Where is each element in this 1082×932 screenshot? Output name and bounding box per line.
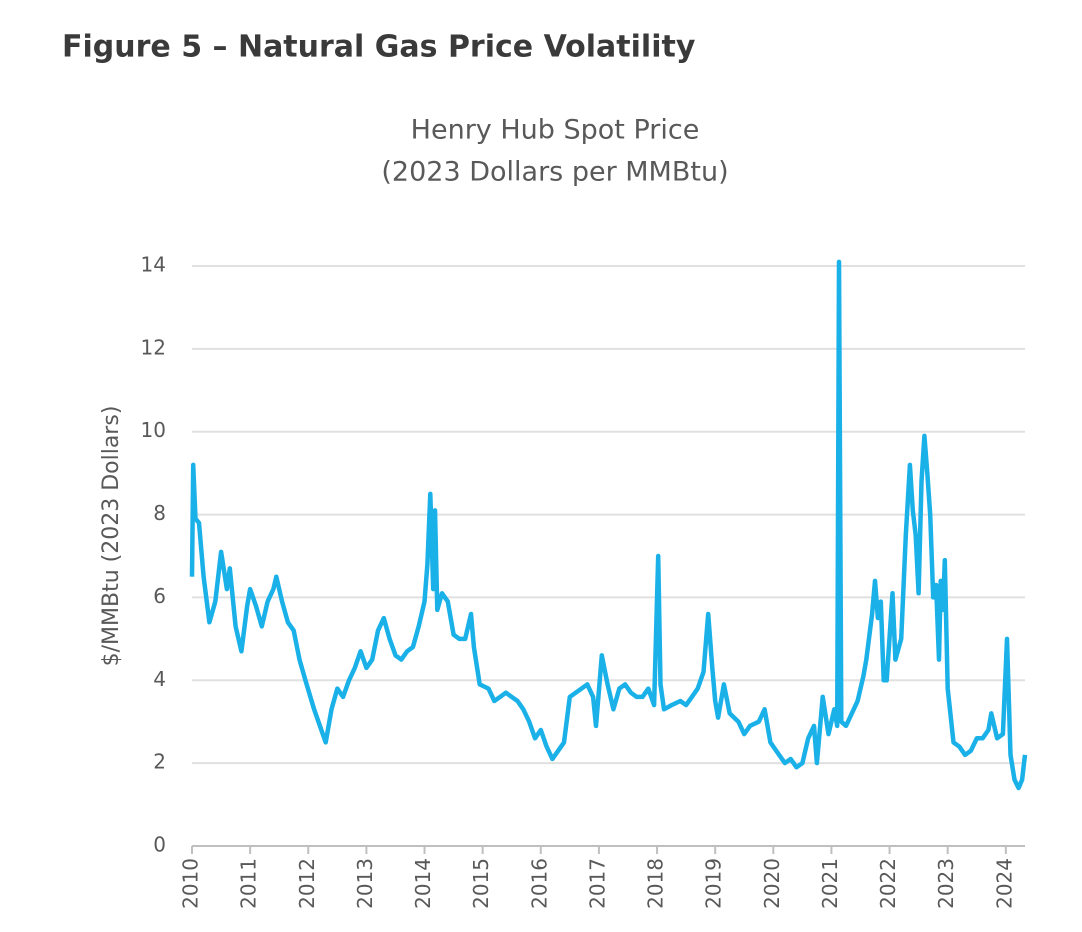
x-tick-label: 2022 bbox=[876, 858, 900, 909]
x-tick-label: 2014 bbox=[411, 858, 435, 909]
x-tick-label: 2015 bbox=[469, 858, 493, 909]
line-series bbox=[189, 259, 1028, 791]
y-axis-label: $/MMBtu (2023 Dollars) bbox=[99, 406, 124, 667]
x-tick-label: 2019 bbox=[702, 858, 726, 909]
chart-title: Henry Hub Spot Price bbox=[411, 115, 700, 146]
x-tick-label: 2016 bbox=[527, 858, 551, 909]
x-tick-label: 2013 bbox=[353, 858, 377, 909]
figure-title: Figure 5 – Natural Gas Price Volatility bbox=[62, 30, 696, 65]
y-tick-label: 12 bbox=[141, 335, 166, 359]
x-tick-label: 2010 bbox=[179, 858, 203, 909]
x-tick-label: 2012 bbox=[295, 858, 319, 909]
x-tick-label: 2011 bbox=[237, 858, 261, 909]
x-tick-label: 2020 bbox=[760, 858, 784, 909]
y-tick-label: 0 bbox=[153, 833, 166, 857]
y-tick-label: 2 bbox=[153, 750, 166, 774]
x-tick-label: 2021 bbox=[818, 858, 842, 909]
y-tick-label: 14 bbox=[141, 253, 166, 277]
x-tick-label: 2024 bbox=[992, 858, 1016, 909]
y-tick-label: 4 bbox=[153, 667, 166, 691]
x-tick-label: 2018 bbox=[644, 858, 668, 909]
chart-subtitle: (2023 Dollars per MMBtu) bbox=[381, 157, 728, 188]
y-tick-label: 6 bbox=[153, 584, 166, 608]
x-tick-label: 2023 bbox=[934, 858, 958, 909]
x-tick-label: 2017 bbox=[585, 858, 609, 909]
y-tick-label: 10 bbox=[141, 418, 166, 442]
y-tick-label: 8 bbox=[153, 501, 166, 525]
